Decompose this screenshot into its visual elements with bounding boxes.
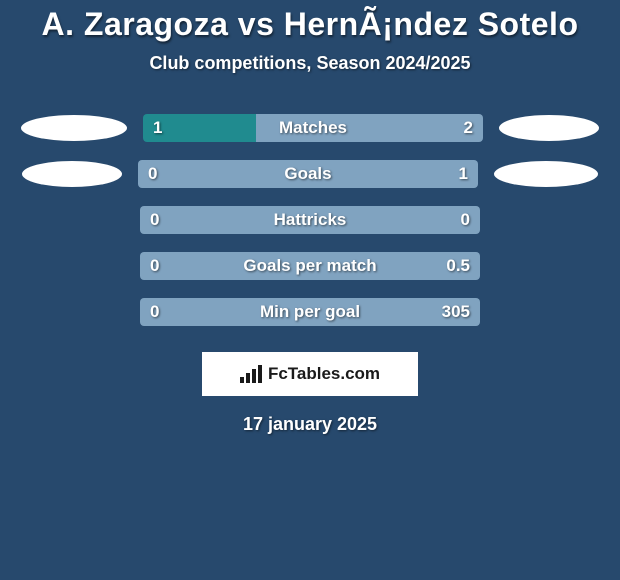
stat-label: Min per goal bbox=[140, 298, 480, 326]
stat-label: Goals bbox=[138, 160, 478, 188]
stat-row: 01Goals bbox=[0, 160, 620, 188]
stat-bar: 00.5Goals per match bbox=[140, 252, 480, 280]
stat-rows: 12Matches 01Goals 00Hattricks 00.5Goals per… bbox=[0, 114, 620, 326]
date-text: 17 january 2025 bbox=[0, 414, 620, 435]
player-left-marker bbox=[22, 161, 122, 187]
stat-label: Goals per match bbox=[140, 252, 480, 280]
stat-bar: 00Hattricks bbox=[140, 206, 480, 234]
bar-chart-icon bbox=[240, 365, 262, 383]
player-right-marker bbox=[499, 115, 599, 141]
player-left-marker bbox=[21, 115, 127, 141]
stat-label: Matches bbox=[143, 114, 483, 142]
subtitle: Club competitions, Season 2024/2025 bbox=[0, 53, 620, 74]
player-right-marker bbox=[494, 161, 598, 187]
logo-text: FcTables.com bbox=[268, 364, 380, 384]
comparison-card: A. Zaragoza vs HernÃ¡ndez Sotelo Club co… bbox=[0, 0, 620, 435]
stat-row: 00.5Goals per match bbox=[0, 252, 620, 280]
stat-bar: 0305Min per goal bbox=[140, 298, 480, 326]
stat-row: 0305Min per goal bbox=[0, 298, 620, 326]
page-title: A. Zaragoza vs HernÃ¡ndez Sotelo bbox=[0, 6, 620, 43]
stat-bar: 01Goals bbox=[138, 160, 478, 188]
stat-bar: 12Matches bbox=[143, 114, 483, 142]
logo-box: FcTables.com bbox=[202, 352, 418, 396]
stat-row: 00Hattricks bbox=[0, 206, 620, 234]
stat-label: Hattricks bbox=[140, 206, 480, 234]
stat-row: 12Matches bbox=[0, 114, 620, 142]
